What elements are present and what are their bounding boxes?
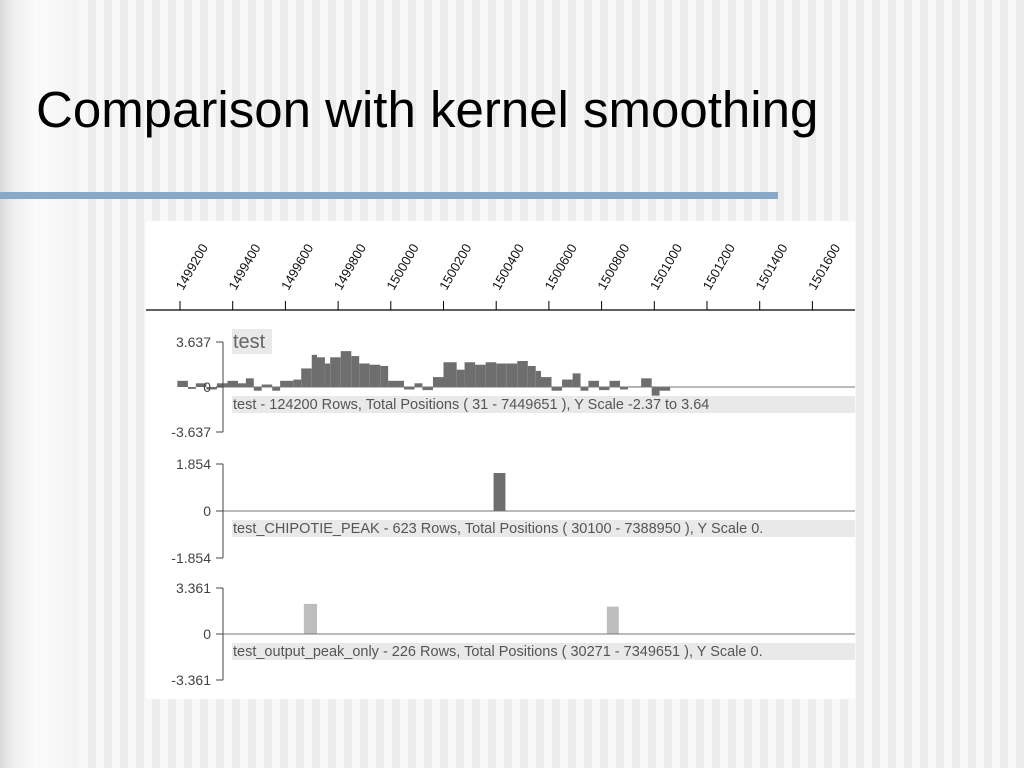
data-bar (351, 356, 360, 387)
data-bar (485, 362, 497, 387)
data-bar (380, 365, 389, 387)
data-bar (237, 383, 246, 387)
data-bar (187, 387, 196, 389)
data-bar (280, 380, 294, 387)
chart-svg: 1499200 1499400 1499600 1499800 1500000 15002… (146, 241, 855, 688)
data-bar (206, 387, 217, 390)
data-bar (598, 387, 610, 391)
x-tick-label: 1501000 (647, 241, 685, 292)
data-bar (324, 363, 331, 387)
x-tick-label: 1499800 (331, 241, 369, 292)
y-tick-label: 0 (203, 503, 211, 519)
data-bar (272, 387, 281, 391)
data-bar (359, 363, 370, 387)
data-bar (475, 364, 486, 387)
data-bar (551, 387, 563, 391)
data-bar (414, 383, 423, 387)
data-bar (651, 387, 660, 396)
x-tick-label: 1499600 (278, 241, 316, 292)
data-bar (340, 351, 352, 387)
data-bar (443, 362, 457, 387)
data-bar (540, 377, 552, 387)
y-tick-label: 0 (203, 626, 211, 642)
data-bar (572, 373, 581, 387)
data-bar (216, 383, 228, 387)
y-tick-label: -3.637 (171, 424, 211, 440)
description-background (232, 396, 855, 413)
x-tick-label: 1501200 (700, 241, 738, 292)
description-background (232, 520, 855, 537)
data-bar (496, 363, 507, 387)
description-background (232, 643, 855, 660)
data-bar (227, 380, 238, 387)
data-bar (517, 361, 528, 387)
track-description: test_CHIPOTIE_PEAK - 623 Rows, Total Pos… (233, 521, 763, 537)
data-bar (317, 357, 325, 387)
data-bar (432, 377, 444, 387)
y-tick-label: 0 (203, 379, 211, 395)
data-bar (506, 363, 518, 387)
y-tick-label: -3.361 (171, 672, 211, 688)
data-bar (464, 362, 476, 387)
data-bar (403, 387, 415, 390)
data-bar (293, 379, 302, 387)
data-bar (422, 387, 433, 391)
data-bar (253, 387, 262, 391)
data-bar (330, 357, 341, 387)
data-bar (456, 369, 465, 387)
x-tick-label: 1501600 (805, 241, 843, 292)
x-tick-label: 1499200 (173, 241, 211, 292)
x-tick-label: 1499400 (225, 241, 263, 292)
data-bar (620, 387, 628, 390)
data-bar (177, 380, 188, 387)
track-description: test - 124200 Rows, Total Positions ( 31… (233, 397, 709, 413)
track-3: test_output_peak_only - 226 Rows, Total … (171, 580, 855, 688)
data-bar (311, 354, 318, 387)
data-bar (641, 378, 652, 387)
track-description: test_output_peak_only - 226 Rows, Total … (233, 644, 763, 660)
x-tick-label: 1500000 (383, 241, 421, 292)
x-tick-label: 1500400 (489, 241, 527, 292)
slide-title: Comparison with kernel smoothing (36, 81, 819, 138)
data-bar (580, 387, 589, 391)
data-bar (527, 365, 536, 387)
data-bar (195, 383, 207, 387)
data-bar (261, 384, 273, 387)
data-bar (535, 370, 541, 387)
data-bar (606, 606, 619, 634)
genome-browser-chart: 1499200 1499400 1499600 1499800 1500000 15002… (146, 221, 855, 699)
y-tick-label: 3.361 (176, 580, 211, 596)
track-2: test_CHIPOTIE_PEAK - 623 Rows, Total Pos… (171, 456, 855, 566)
track-name-background (232, 329, 272, 354)
data-bar (588, 380, 599, 387)
data-bar (609, 380, 621, 387)
x-tick-label: 1500200 (436, 241, 474, 292)
x-tick-label: 1501400 (752, 241, 790, 292)
y-tick-label: 1.854 (176, 456, 211, 472)
data-bar (493, 472, 506, 511)
track-name: test (233, 331, 266, 353)
data-bar (301, 368, 312, 387)
data-bar (388, 380, 404, 387)
track-1: test - 124200 Rows, Total Positions ( 31… (171, 329, 855, 440)
data-bar (659, 387, 671, 391)
x-tick-label: 1500800 (594, 241, 632, 292)
data-bar (562, 379, 573, 387)
data-bar (369, 364, 381, 387)
data-bar (303, 603, 318, 634)
y-tick-label: 3.637 (176, 334, 211, 350)
y-tick-label: -1.854 (171, 550, 211, 566)
x-tick-label: 1500600 (542, 241, 580, 292)
data-bar (245, 378, 254, 387)
title-underline (0, 192, 778, 199)
